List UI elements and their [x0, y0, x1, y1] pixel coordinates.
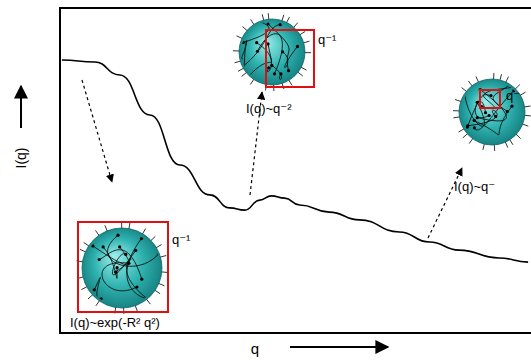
x-axis-label: q	[251, 340, 259, 357]
x-axis-arrow	[290, 346, 388, 348]
annotation: q⁻	[506, 88, 520, 103]
annotation: I(q)~exp(-R² q²)	[70, 315, 160, 330]
particle-sketch	[77, 222, 168, 314]
particle-sketch	[453, 73, 531, 151]
annotation: I(q)~q⁻	[454, 179, 495, 194]
y-axis-label: I(q)	[13, 148, 29, 169]
scale-box	[78, 222, 168, 312]
annotation: q⁻¹	[172, 232, 191, 247]
annotation: I(q)~q⁻²	[246, 101, 292, 116]
scale-box	[480, 90, 500, 108]
scale-box	[266, 30, 314, 87]
plot-frame	[60, 8, 531, 333]
particle-sketch	[233, 13, 311, 91]
annotation: q⁻¹	[318, 32, 337, 47]
chart-root: I(q)~exp(-R² q²) q⁻¹ I(q)~q⁻² q⁻¹ I(q)~q⁻ q⁻ I…	[0, 0, 531, 362]
pointer-arrow	[82, 80, 112, 182]
chart: I(q)~exp(-R² q²) q⁻¹ I(q)~q⁻² q⁻¹ I(q)~q⁻ q⁻ I…	[0, 0, 531, 362]
y-axis-arrow	[20, 86, 22, 128]
